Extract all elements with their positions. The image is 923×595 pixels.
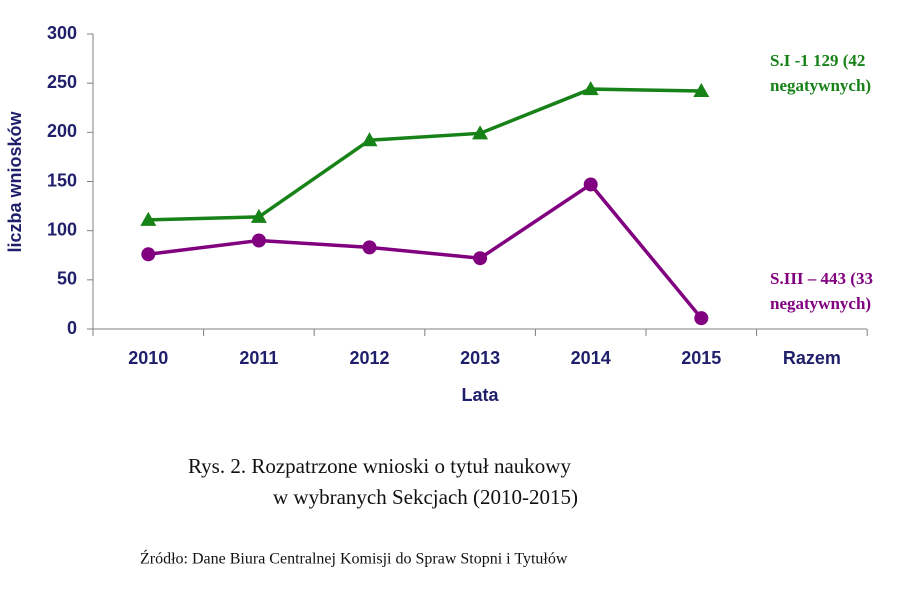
y-tick-label: 100 (47, 219, 77, 239)
marker (472, 125, 489, 140)
x-tick-label: 2012 (349, 348, 389, 368)
annotation: S.III – 443 (33 (770, 269, 873, 288)
x-tick-label: 2014 (571, 348, 611, 368)
y-tick-label: 150 (47, 170, 77, 190)
marker (583, 177, 598, 192)
x-axis-label: Lata (461, 385, 499, 405)
marker (140, 211, 157, 226)
annotation: negatywnych) (770, 294, 871, 313)
y-tick-label: 50 (57, 269, 77, 289)
marker (694, 311, 709, 326)
marker (361, 132, 378, 147)
caption-line: Rys. 2. Rozpatrzone wnioski o tytuł nauk… (188, 454, 571, 478)
x-tick-label: Razem (783, 348, 841, 368)
x-tick-label: 2010 (128, 348, 168, 368)
marker (362, 240, 377, 255)
y-tick-label: 0 (67, 318, 77, 338)
series-line (148, 182, 703, 320)
caption-line: w wybranych Sekcjach (2010-2015) (273, 485, 578, 509)
y-tick-label: 200 (47, 121, 77, 141)
y-tick-label: 300 (47, 23, 77, 43)
marker (582, 81, 599, 96)
y-axis-label: liczba wniosków (5, 110, 25, 252)
annotation: S.I -1 129 (42 (770, 51, 865, 70)
x-tick-label: 2011 (239, 348, 278, 368)
x-tick-label: 2015 (681, 348, 721, 368)
series-line (148, 87, 702, 222)
source: Źródło: Dane Biura Centralnej Komisji do… (140, 549, 568, 568)
marker (141, 247, 156, 262)
marker (251, 233, 266, 248)
marker (250, 208, 267, 223)
marker (473, 251, 488, 266)
marker (693, 83, 710, 98)
annotation: negatywnych) (770, 76, 871, 95)
y-tick-label: 250 (47, 72, 77, 92)
x-tick-label: 2013 (460, 348, 500, 368)
